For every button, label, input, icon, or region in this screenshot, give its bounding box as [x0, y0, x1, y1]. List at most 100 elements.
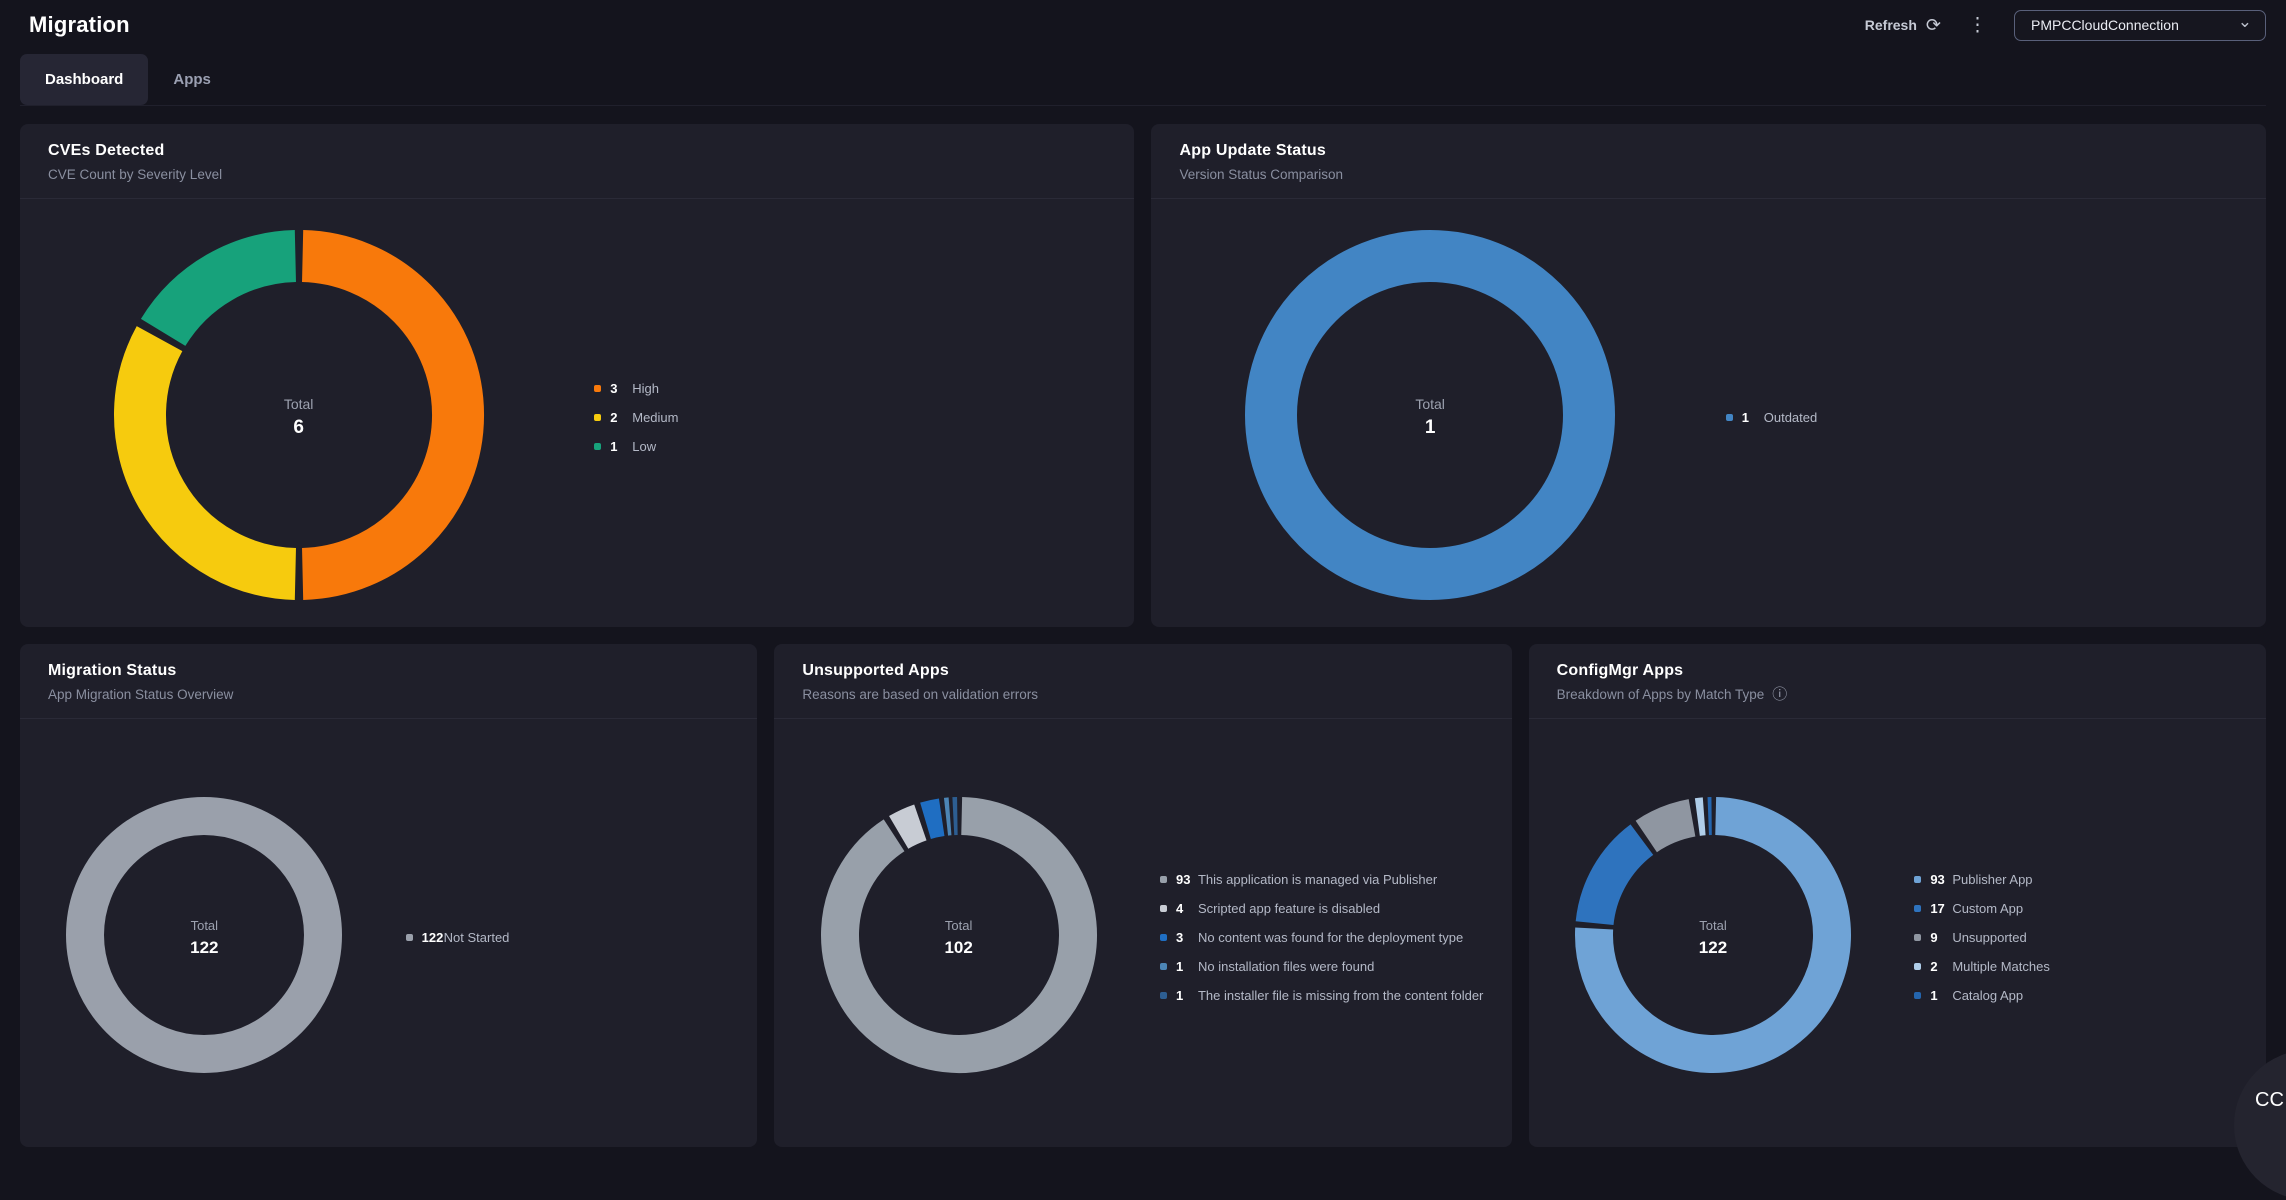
donut-column: Total 1: [1151, 225, 1708, 610]
card-subtitle: App Migration Status Overview: [48, 687, 729, 702]
card-app-update-status: App Update Status Version Status Compari…: [1151, 124, 2266, 627]
donut-chart[interactable]: [1573, 795, 1853, 1075]
donut-chart-configmgr: Total 122: [1573, 795, 1853, 1080]
donut-segment: [1697, 816, 1704, 817]
card-unsupported-apps: Unsupported Apps Reasons are based on va…: [774, 644, 1511, 1147]
refresh-button-label: Refresh: [1865, 17, 1917, 33]
card-header: App Update Status Version Status Compari…: [1151, 124, 2266, 199]
donut-segment: [163, 256, 295, 332]
refresh-icon: ⟳: [1926, 16, 1941, 34]
card-subtitle: Breakdown of Apps by Match Type ⓘ: [1557, 687, 2238, 702]
legend-value: 4: [1176, 901, 1198, 916]
donut-segment: [302, 256, 457, 574]
donut-segment: [840, 816, 1078, 1054]
legend-value: 1: [1742, 410, 1764, 425]
dashboard-grid: CVEs Detected CVE Count by Severity Leve…: [20, 124, 2266, 1147]
donut-segment: [925, 817, 941, 821]
tab-apps[interactable]: Apps: [148, 54, 236, 105]
legend-value: 3: [1176, 930, 1198, 945]
chevron-down-icon: ⌄: [2238, 17, 2252, 27]
connection-dropdown-value: PMPCCloudConnection: [2031, 17, 2179, 33]
legend-label: Publisher App: [1952, 872, 2032, 887]
legend-value: 93: [1176, 872, 1198, 887]
card-header: CVEs Detected CVE Count by Severity Leve…: [20, 124, 1134, 199]
legend-dot: [1160, 992, 1167, 999]
donut-chart-migration: Total 122: [64, 795, 344, 1080]
legend-dot: [1160, 876, 1167, 883]
card-header: Migration Status App Migration Status Ov…: [20, 644, 757, 719]
tab-dashboard[interactable]: Dashboard: [20, 54, 148, 105]
legend-value: 1: [1176, 959, 1198, 974]
card-title: Unsupported Apps: [802, 662, 1483, 680]
donut-column: Total 6: [20, 225, 577, 610]
card-title: ConfigMgr Apps: [1557, 662, 2238, 680]
legend-dot: [1914, 905, 1921, 912]
donut-segment: [1595, 840, 1642, 924]
legend-label: Medium: [632, 410, 678, 425]
card-subtitle: Version Status Comparison: [1179, 167, 2238, 182]
legend-label: High: [632, 381, 659, 396]
legend-value: 1: [1930, 988, 1952, 1003]
donut-chart[interactable]: [1240, 225, 1620, 605]
legend-value: 3: [610, 381, 632, 396]
legend-dot: [1914, 963, 1921, 970]
legend-label: Outdated: [1764, 410, 1818, 425]
card-cves-detected: CVEs Detected CVE Count by Severity Leve…: [20, 124, 1134, 627]
card-title: Migration Status: [48, 662, 729, 680]
donut-chart-app-update: Total 1: [1240, 225, 1620, 610]
donut-chart[interactable]: [819, 795, 1099, 1075]
donut-chart-cves: Total 6: [109, 225, 489, 610]
legend-label: Low: [632, 439, 656, 454]
donut-chart-unsupported: Total 102: [819, 795, 1099, 1080]
donut-segment: [1646, 818, 1692, 837]
floating-chat-button-label: CC: [2255, 1089, 2284, 1112]
legend-dot: [594, 414, 601, 421]
card-migration-status: Migration Status App Migration Status Ov…: [20, 644, 757, 1147]
legend-dot: [1160, 934, 1167, 941]
legend-value: 122: [422, 930, 444, 945]
kebab-menu-icon[interactable]: ⋮: [1965, 16, 1990, 35]
info-icon[interactable]: ⓘ: [1772, 687, 1787, 702]
card-header: ConfigMgr Apps Breakdown of Apps by Matc…: [1529, 644, 2266, 719]
tab-bar: Dashboard Apps: [20, 54, 2266, 106]
legend-label: No installation files were found: [1198, 959, 1374, 974]
legend-value: 1: [1176, 988, 1198, 1003]
legend-label: This application is managed via Publishe…: [1198, 872, 1437, 887]
legend-dot: [1160, 963, 1167, 970]
donut-chart[interactable]: [109, 225, 489, 605]
legend-dot: [1726, 414, 1733, 421]
donut-segment: [85, 816, 323, 1054]
legend-label: Not Started: [444, 930, 510, 945]
legend-value: 93: [1930, 872, 1952, 887]
donut-chart[interactable]: [64, 795, 344, 1075]
refresh-button[interactable]: Refresh ⟳: [1865, 16, 1941, 34]
donut-column: Total 122: [20, 795, 389, 1080]
legend-label: The installer file is missing from the c…: [1198, 988, 1483, 1003]
card-subtitle-text: Breakdown of Apps by Match Type: [1557, 687, 1765, 702]
legend-dot: [594, 443, 601, 450]
connection-dropdown[interactable]: PMPCCloudConnection ⌄: [2014, 10, 2266, 41]
